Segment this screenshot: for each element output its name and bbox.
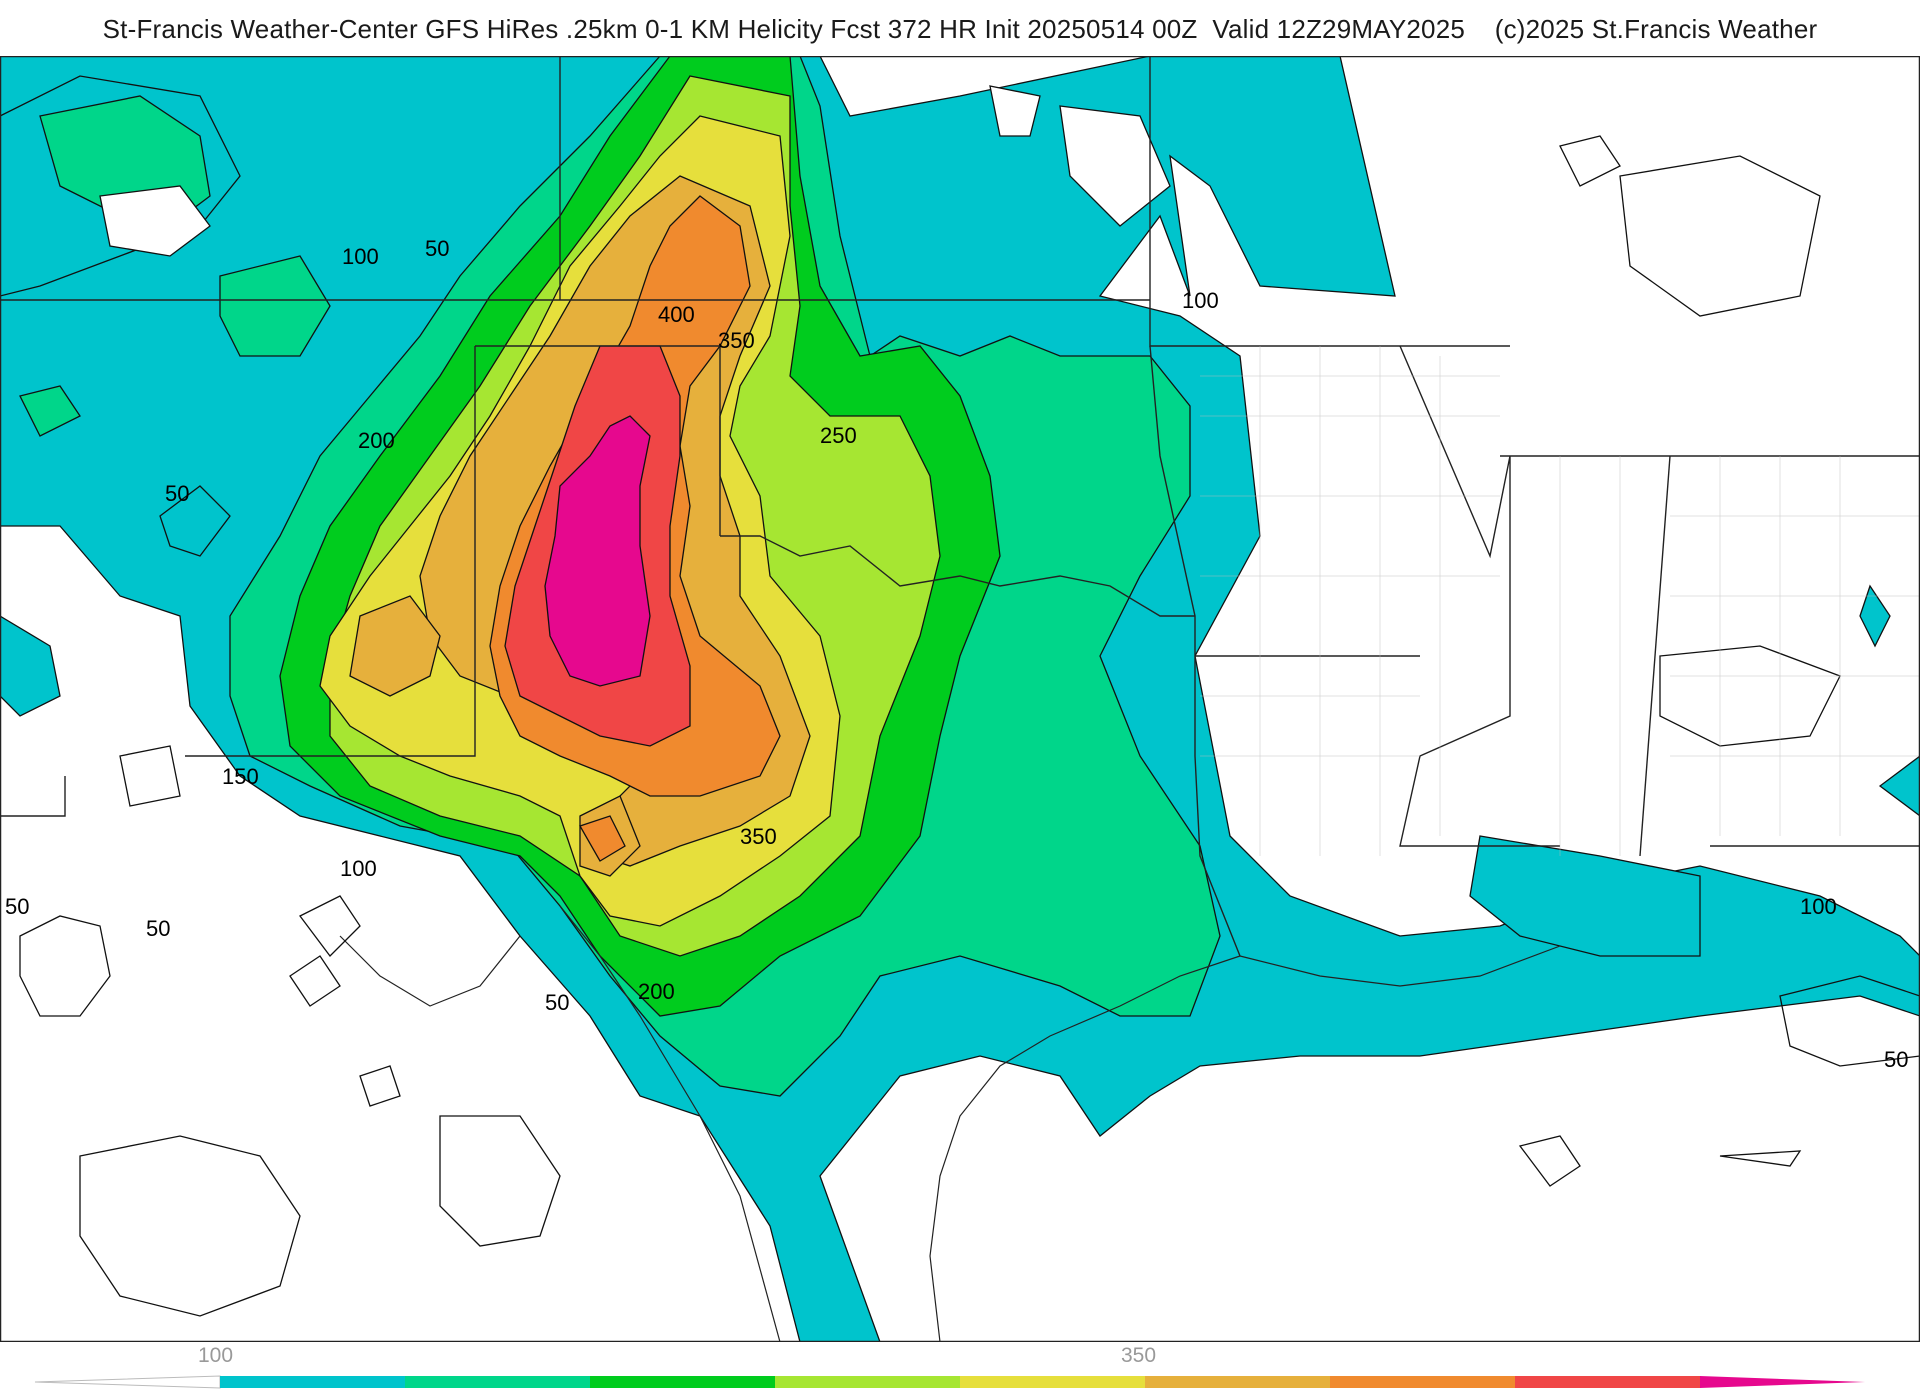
legend-band <box>1700 1376 1701 1388</box>
contour-labels: 100 50 100 400 350 200 250 50 150 100 50… <box>5 236 1908 1072</box>
contour-label: 200 <box>638 979 675 1004</box>
map-title: St-Francis Weather-Center GFS HiRes .25k… <box>102 14 1818 44</box>
contour-label: 50 <box>425 236 449 261</box>
contour-label: 100 <box>342 244 379 269</box>
contour-label: 50 <box>545 990 569 1015</box>
color-legend: 100 350 <box>34 1344 1865 1389</box>
legend-band <box>405 1376 590 1388</box>
contour-label: 50 <box>165 481 189 506</box>
contour-label: 200 <box>358 428 395 453</box>
legend-band <box>1515 1376 1700 1388</box>
state-borders <box>0 56 1920 957</box>
legend-band <box>590 1376 775 1388</box>
legend-low-arrow <box>34 1375 221 1389</box>
contour-label: 50 <box>1884 1047 1908 1072</box>
legend-band <box>960 1376 1145 1388</box>
legend-color-bands <box>34 1375 1865 1389</box>
contour-label: 400 <box>658 302 695 327</box>
contour-label: 150 <box>222 764 259 789</box>
contour-label: 100 <box>340 856 377 881</box>
helicity-shading <box>0 56 1920 1342</box>
legend-high-arrow <box>1700 1376 1865 1388</box>
legend-band <box>775 1376 960 1388</box>
legend-band <box>220 1376 405 1388</box>
legend-tick-label: 100 <box>198 1344 233 1367</box>
contour-lines <box>19 135 1920 1317</box>
coastline <box>339 905 1561 1342</box>
county-lines <box>1200 346 1920 856</box>
helicity-map: 100 50 100 400 350 200 250 50 150 100 50… <box>0 56 1920 1342</box>
legend-tick-label: 350 <box>1121 1344 1156 1367</box>
contour-label: 100 <box>1182 288 1219 313</box>
contour-label: 50 <box>146 916 170 941</box>
contour-label: 100 <box>1800 894 1837 919</box>
legend-band <box>1330 1376 1515 1388</box>
contour-label: 350 <box>718 328 755 353</box>
low-helicity-areas <box>99 85 1841 747</box>
legend-band <box>1145 1376 1330 1388</box>
contour-label: 350 <box>740 824 777 849</box>
contour-label: 50 <box>5 894 29 919</box>
contour-label: 250 <box>820 423 857 448</box>
